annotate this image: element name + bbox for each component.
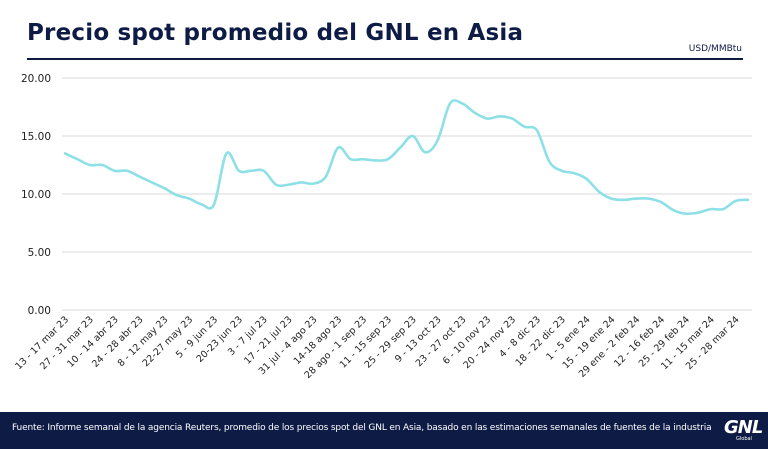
grid-lines [62, 77, 752, 311]
y-tick-label: 15.00 [21, 131, 51, 143]
data-point [672, 209, 675, 212]
data-point [474, 112, 476, 114]
data-point [399, 146, 402, 149]
data-point [64, 152, 66, 155]
data-point [647, 197, 650, 200]
source-note: Fuente: Informe semanal de la agencia Re… [12, 423, 712, 433]
data-point [709, 208, 712, 210]
y-axis-tick-labels: 0.00 5.00 10.00 15.00 20.00 [21, 73, 51, 317]
data-point [747, 199, 749, 201]
data-point [188, 197, 190, 200]
y-tick-label: 10.00 [21, 189, 51, 201]
data-point [312, 182, 315, 185]
data-point [275, 183, 277, 186]
unit-label: USD/MMBtu [688, 44, 742, 54]
footer-bar: Fuente: Informe semanal de la agencia Re… [0, 412, 768, 449]
line-chart: 0.00 5.00 10.00 15.00 20.00 13 - 17 mar 2327… [13, 73, 752, 381]
data-point [337, 146, 340, 149]
chart-title: Precio spot promedio del GNL en Asia [27, 20, 524, 46]
data-point [511, 117, 513, 120]
data-point [685, 212, 687, 215]
data-point [126, 170, 128, 172]
data-point [660, 201, 662, 203]
brand-logo: GNL Global [722, 417, 763, 445]
data-point [734, 200, 737, 202]
data-point [387, 158, 389, 160]
data-point [175, 194, 178, 196]
data-point [424, 151, 426, 154]
data-point [598, 190, 600, 193]
data-point [225, 152, 228, 155]
logo-wordmark: GNL [724, 417, 763, 438]
data-point [486, 117, 489, 120]
data-point [411, 135, 414, 137]
series-layer [63, 99, 750, 216]
data-point [722, 208, 724, 210]
data-point [238, 170, 240, 172]
y-tick-label: 0.00 [28, 305, 51, 317]
data-point [262, 170, 265, 172]
data-point [163, 187, 166, 189]
data-point [536, 129, 538, 131]
data-point [349, 158, 352, 160]
data-point [573, 172, 575, 174]
data-point [89, 164, 91, 166]
y-tick-label: 5.00 [28, 247, 51, 259]
data-point [138, 175, 141, 178]
y-tick-label: 20.00 [21, 73, 51, 85]
data-point [213, 203, 215, 206]
data-point [585, 178, 588, 180]
data-point [113, 170, 116, 172]
data-point [324, 175, 327, 178]
series-line [63, 99, 750, 216]
data-point [151, 181, 153, 184]
data-point [461, 102, 464, 105]
data-point [449, 102, 451, 105]
data-point [523, 125, 526, 128]
data-point [300, 181, 302, 184]
data-point [436, 139, 439, 142]
data-point [548, 160, 551, 163]
data-point [498, 115, 501, 118]
title-divider [27, 58, 743, 60]
data-point [200, 203, 203, 206]
data-point [635, 197, 638, 200]
data-point [374, 159, 377, 162]
logo-subtext: Global [736, 436, 752, 442]
data-point [287, 183, 290, 186]
data-point [697, 211, 700, 214]
data-point [250, 170, 253, 172]
data-point [610, 197, 613, 200]
data-point [560, 170, 563, 172]
data-point [76, 158, 79, 160]
data-point [623, 199, 625, 201]
data-point [101, 164, 104, 166]
data-point [362, 158, 364, 160]
